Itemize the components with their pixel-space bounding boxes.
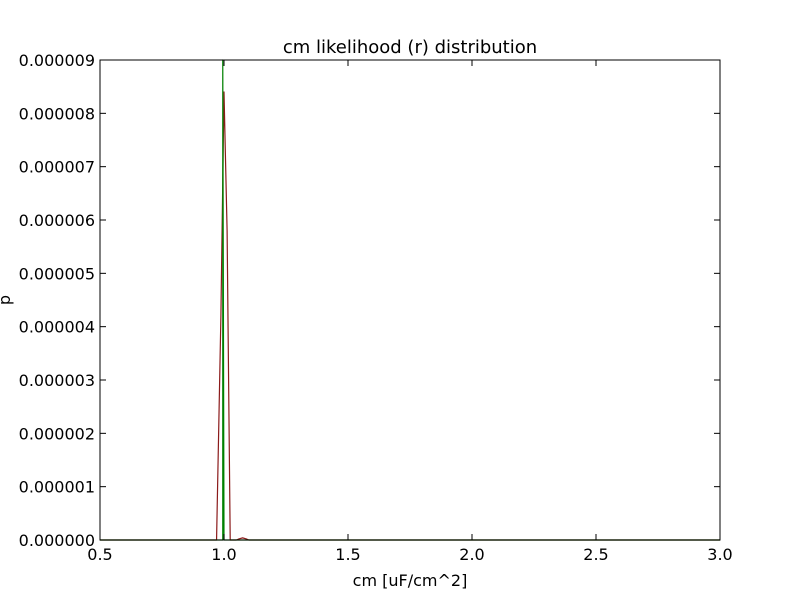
y-tick-label: 0.000000 bbox=[19, 531, 95, 550]
y-tick-label: 0.000003 bbox=[19, 371, 95, 390]
y-tick-label: 0.000006 bbox=[19, 211, 95, 230]
x-tick-label: 1.5 bbox=[335, 545, 360, 564]
y-axis-label: p bbox=[0, 295, 14, 305]
x-axis-label: cm [uF/cm^2] bbox=[353, 571, 468, 590]
y-tick-label: 0.000009 bbox=[19, 51, 95, 70]
plot-frame bbox=[99, 59, 721, 541]
y-tick-label: 0.000007 bbox=[19, 158, 95, 177]
y-tick-label: 0.000004 bbox=[19, 318, 95, 337]
y-tick-label: 0.000008 bbox=[19, 104, 95, 123]
y-tick-label: 0.000005 bbox=[19, 264, 95, 283]
x-tick-label: 2.5 bbox=[583, 545, 608, 564]
series-layer bbox=[100, 59, 720, 541]
series-line-1 bbox=[100, 59, 720, 541]
x-tick-label: 1.0 bbox=[211, 545, 236, 564]
tick-layer: 0.5 1.0 1.5 2.0 2.5 3.0 0.000000 0.000001 0.0000… bbox=[19, 51, 733, 564]
y-tick-label: 0.000001 bbox=[19, 478, 95, 497]
y-tick-label: 0.000002 bbox=[19, 424, 95, 443]
chart-title: cm likelihood (r) distribution bbox=[283, 37, 537, 58]
x-tick-label: 2.0 bbox=[459, 545, 484, 564]
x-tick-label: 0.5 bbox=[87, 545, 112, 564]
series-line-0 bbox=[100, 91, 720, 541]
x-tick-label: 3.0 bbox=[707, 545, 732, 564]
